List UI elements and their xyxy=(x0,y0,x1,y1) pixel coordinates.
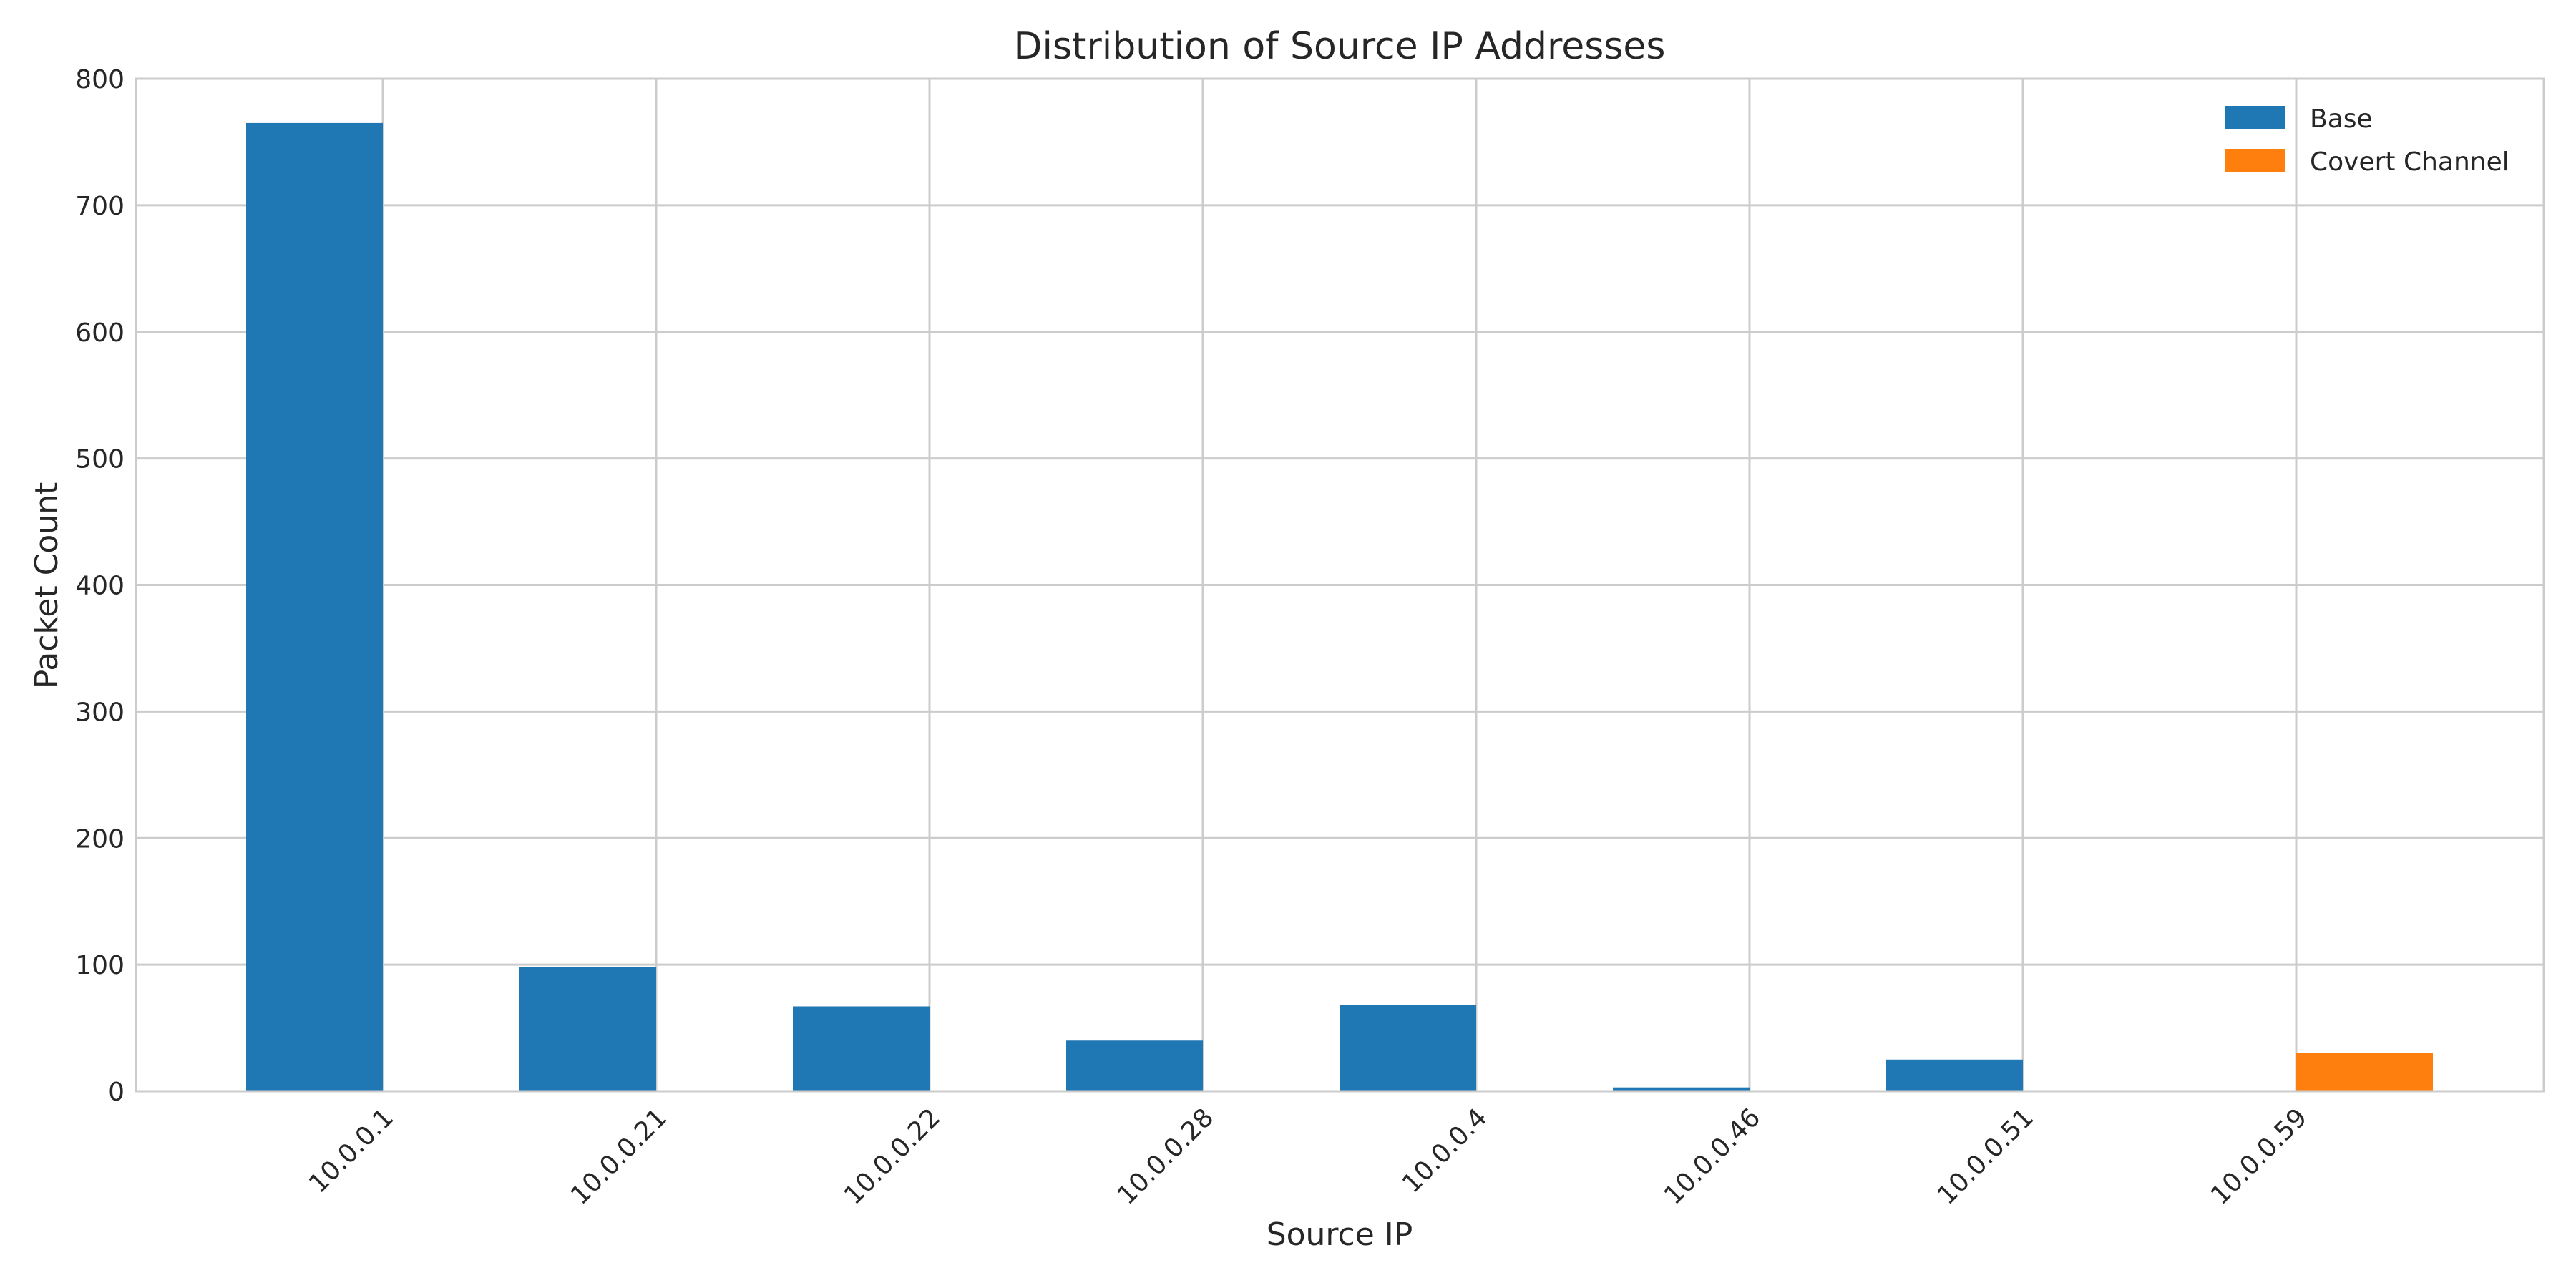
y-axis-label: Packet Count xyxy=(29,482,65,689)
y-tick-label: 0 xyxy=(108,1078,125,1107)
bars xyxy=(246,122,2433,1091)
bar-covert-channel xyxy=(2296,1053,2433,1091)
y-tick-label: 400 xyxy=(75,572,125,601)
x-axis-ticks: 10.0.0.1 10.0.0.21 10.0.0.22 10.0.0.28 10.0.… xyxy=(303,1103,2313,1210)
bar-base xyxy=(1066,1040,1203,1091)
chart-title: Distribution of Source IP Addresses xyxy=(1013,25,1665,68)
x-axis-label: Source IP xyxy=(1267,1216,1413,1253)
legend-swatch-covert-channel xyxy=(2225,149,2285,172)
bar-base xyxy=(1340,1005,1476,1091)
x-tick-label: 10.0.0.4 xyxy=(1397,1103,1493,1199)
bar-base xyxy=(1886,1059,2023,1091)
bar-base xyxy=(519,967,656,1091)
y-tick-label: 500 xyxy=(75,445,125,474)
y-tick-label: 800 xyxy=(75,65,125,94)
x-tick-label: 10.0.0.51 xyxy=(1932,1103,2039,1210)
bar-base xyxy=(793,1006,930,1091)
bar-base xyxy=(1613,1087,1750,1091)
y-tick-label: 700 xyxy=(75,192,125,221)
legend-label-covert-channel: Covert Channel xyxy=(2310,147,2509,177)
x-tick-label: 10.0.0.59 xyxy=(2205,1103,2313,1210)
grid-lines xyxy=(136,77,2544,1093)
bar-base xyxy=(246,122,383,1091)
y-axis-ticks: 0 100 200 300 400 500 600 700 800 xyxy=(75,65,125,1107)
legend-swatch-base xyxy=(2225,106,2285,129)
legend: Base Covert Channel xyxy=(2225,104,2509,177)
x-tick-label: 10.0.0.46 xyxy=(1659,1103,1766,1210)
y-tick-label: 300 xyxy=(75,698,125,727)
x-tick-label: 10.0.0.1 xyxy=(303,1103,399,1199)
y-tick-label: 200 xyxy=(75,824,125,854)
x-tick-label: 10.0.0.21 xyxy=(565,1103,673,1210)
legend-label-base: Base xyxy=(2310,104,2373,134)
x-tick-label: 10.0.0.28 xyxy=(1112,1103,1219,1210)
y-tick-label: 600 xyxy=(75,318,125,348)
x-tick-label: 10.0.0.22 xyxy=(839,1103,946,1210)
y-tick-label: 100 xyxy=(75,951,125,980)
plot-frame xyxy=(135,77,2545,1093)
